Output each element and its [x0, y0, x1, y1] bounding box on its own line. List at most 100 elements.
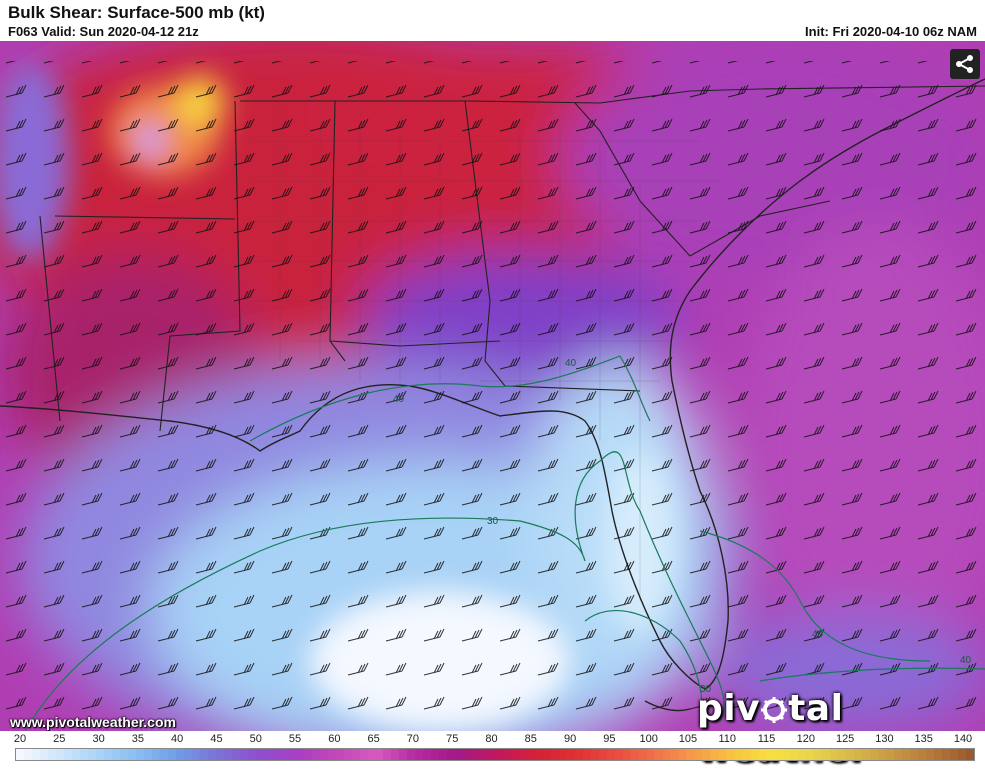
colorbar-swatch	[487, 749, 496, 760]
colorbar-swatch	[966, 749, 974, 760]
gear-icon	[761, 697, 788, 723]
colorbar-swatch	[886, 749, 895, 760]
colorbar-swatch	[159, 749, 169, 760]
colorbar-swatch	[407, 749, 416, 760]
colorbar-swatch	[814, 749, 823, 760]
colorbar-swatch	[806, 749, 815, 760]
contour-label: 40	[393, 394, 405, 405]
colorbar-swatch	[231, 749, 241, 760]
colorbar-swatch	[750, 749, 760, 760]
shear-map: 40 40 40 30 30 40	[0, 41, 985, 731]
colorbar-swatch	[918, 749, 927, 760]
colorbar-tick: 80	[485, 733, 498, 745]
colorbar-swatch	[686, 749, 696, 760]
colorbar-swatch	[175, 749, 185, 760]
colorbar-swatch	[638, 749, 648, 760]
brand-text-left: piv	[697, 688, 761, 729]
colorbar-swatch	[566, 749, 576, 760]
wind-barbs	[0, 61, 985, 731]
colorbar-swatch	[127, 749, 137, 760]
colorbar-swatch	[534, 749, 544, 760]
colorbar-tick: 135	[914, 733, 933, 745]
colorbar-swatch	[239, 749, 249, 760]
init-time: Init: Fri 2020-04-10 06z NAM	[805, 24, 977, 39]
colorbar-tick: 120	[796, 733, 816, 745]
colorbar-swatch	[838, 749, 847, 760]
colorbar-tick: 110	[718, 733, 737, 745]
colorbar-swatch	[455, 749, 464, 760]
colorbar-swatch	[279, 749, 289, 760]
colorbar-swatch	[303, 749, 312, 760]
colorbar-swatch	[734, 749, 744, 760]
colorbar-swatch	[359, 749, 368, 760]
colorbar-tick: 60	[328, 733, 341, 745]
colorbar-swatch	[830, 749, 839, 760]
colorbar-tick: 85	[524, 733, 537, 745]
colorbar-swatch	[351, 749, 360, 760]
colorbar-tick: 115	[757, 733, 776, 745]
colorbar-swatch	[207, 749, 217, 760]
colorbar-swatch	[678, 749, 688, 760]
colorbar-tick: 105	[678, 733, 698, 745]
colorbar-swatch	[95, 749, 105, 760]
colorbar-swatch	[191, 749, 201, 760]
colorbar-swatch	[590, 749, 600, 760]
colorbar-swatch	[375, 749, 384, 760]
colorbar-swatch	[79, 749, 89, 760]
contour-label: 30	[487, 516, 499, 527]
colorbar-swatch	[878, 749, 887, 760]
colorbar-swatch	[742, 749, 752, 760]
colorbar-swatch	[399, 749, 408, 760]
colorbar-swatch	[950, 749, 959, 760]
colorbar-swatch	[343, 749, 352, 760]
colorbar-swatch	[311, 749, 320, 760]
colorbar-swatch	[558, 749, 568, 760]
colorbar-swatch	[662, 749, 672, 760]
colorbar-swatch	[542, 749, 552, 760]
colorbar-swatch	[287, 749, 297, 760]
colorbar-tick: 55	[288, 733, 302, 745]
colorbar-swatch	[271, 749, 281, 760]
colorbar-swatch	[606, 749, 616, 760]
colorbar-swatch	[646, 749, 656, 760]
colorbar-swatch	[502, 749, 512, 760]
share-button[interactable]	[950, 49, 980, 79]
colorbar-swatch	[335, 749, 344, 760]
colorbar-tick: 90	[563, 733, 577, 745]
colorbar-swatch	[87, 749, 97, 760]
colorbar-swatch	[327, 749, 336, 760]
colorbar-swatch	[247, 749, 257, 760]
colorbar-swatch	[702, 749, 712, 760]
colorbar-swatch	[870, 749, 879, 760]
colorbar-swatch	[16, 749, 25, 760]
header: Bulk Shear: Surface-500 mb (kt) F063 Val…	[0, 0, 985, 41]
contour-labels: 40 40 40 30 30 40	[393, 358, 972, 695]
map-title: Bulk Shear: Surface-500 mb (kt)	[8, 3, 265, 22]
colorbar-tick: 35	[131, 733, 144, 745]
colorbar-swatch	[902, 749, 911, 760]
colorbar-swatch	[383, 749, 392, 760]
colorbar-swatch	[55, 749, 65, 760]
colorbar-swatch	[798, 749, 807, 760]
colorbar-swatch	[654, 749, 664, 760]
colorbar-swatch	[143, 749, 153, 760]
colorbar-swatch	[598, 749, 608, 760]
colorbar-swatch	[199, 749, 209, 760]
colorbar-tick: 40	[171, 733, 184, 745]
colorbar-swatch	[518, 749, 528, 760]
watermark-url: www.pivotalweather.com	[10, 714, 176, 730]
colorbar-tick: 25	[53, 733, 66, 745]
contour-label: 40	[812, 629, 824, 640]
colorbar-tick: 75	[446, 733, 459, 745]
colorbar-swatch	[526, 749, 536, 760]
colorbar-swatch	[854, 749, 863, 760]
colorbar-swatch	[135, 749, 145, 760]
colorbar-swatch	[367, 749, 376, 760]
colorbar-swatch	[910, 749, 919, 760]
colorbar-tick: 50	[249, 733, 262, 745]
colorbar-swatch	[495, 749, 504, 760]
colorbar-swatch	[23, 749, 33, 760]
colorbar-swatch	[630, 749, 640, 760]
colorbar-swatch	[415, 749, 424, 760]
colorbar-swatch	[766, 749, 776, 760]
